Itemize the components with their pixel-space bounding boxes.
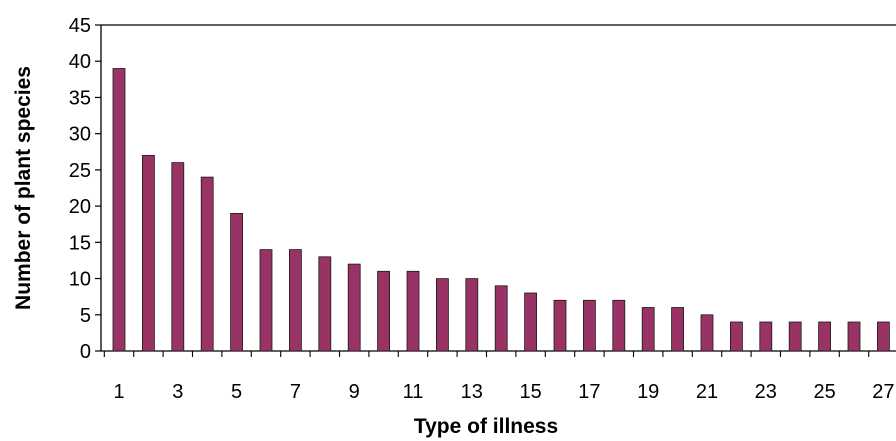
- bar-20: [671, 307, 684, 352]
- x-tick-label: 21: [696, 381, 718, 403]
- y-tick-label: 45: [69, 15, 91, 37]
- bar-5: [230, 212, 244, 352]
- x-tick-label: 27: [872, 381, 894, 403]
- bar-24: [788, 321, 802, 352]
- bar-15: [524, 292, 537, 352]
- y-tick-label: 30: [69, 124, 91, 146]
- x-tick-label: 25: [813, 381, 835, 403]
- bar-25: [818, 321, 831, 352]
- bar-7: [288, 249, 302, 352]
- bar-2: [141, 154, 155, 352]
- bar-8: [318, 256, 332, 352]
- x-tick-label: 15: [519, 381, 541, 403]
- bar-18: [612, 299, 626, 352]
- bar-22: [730, 321, 743, 352]
- y-tick-label: 35: [69, 87, 91, 109]
- bar-19: [641, 307, 655, 352]
- bar-9: [347, 263, 361, 352]
- y-axis-ticks: 0 5 10 15 20 25 30 35 40 45: [69, 15, 101, 363]
- y-tick-label: 15: [69, 232, 91, 254]
- x-tick-label: 19: [637, 381, 659, 403]
- bar-26: [847, 321, 861, 352]
- bar-1: [112, 68, 126, 352]
- x-tick-label: 13: [461, 381, 483, 403]
- bar-13: [465, 278, 479, 352]
- x-tick-label: 9: [349, 381, 360, 403]
- x-tick-label: 17: [578, 381, 600, 403]
- bar-27: [877, 321, 890, 352]
- bar-6: [259, 249, 273, 352]
- bar-14: [494, 285, 508, 352]
- y-tick-label: 20: [69, 196, 91, 218]
- x-tick-label: 5: [231, 381, 242, 403]
- x-axis-title: Type of illness: [414, 415, 558, 438]
- x-tick-label: 7: [290, 381, 301, 403]
- y-tick-label: 5: [80, 305, 91, 327]
- bar-11: [406, 270, 420, 352]
- y-axis-title: Number of plant species: [12, 66, 35, 310]
- x-axis-ticks: 1 3 5 7 9 11 13 15 17 19 21 23 25 27: [103, 351, 895, 403]
- x-tick-label: 23: [755, 381, 777, 403]
- y-tick-label: 0: [80, 341, 91, 363]
- bar-23: [759, 321, 773, 352]
- bars-group: [112, 68, 890, 352]
- bar-10: [377, 270, 391, 352]
- bar-12: [435, 278, 449, 352]
- y-tick-label: 40: [69, 51, 91, 73]
- y-tick-label: 25: [69, 160, 91, 182]
- x-tick-label: 3: [172, 381, 183, 403]
- bar-21: [700, 314, 714, 352]
- x-tick-label: 11: [403, 381, 424, 403]
- y-tick-label: 10: [69, 269, 91, 291]
- bar-4: [200, 176, 214, 352]
- bar-3: [171, 162, 185, 352]
- bar-16: [553, 299, 567, 352]
- x-tick-label: 1: [113, 381, 124, 403]
- bar-17: [583, 299, 596, 352]
